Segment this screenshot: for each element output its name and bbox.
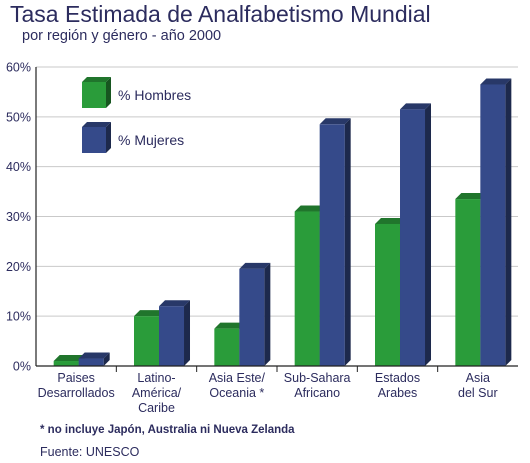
bar-mujeres bbox=[400, 103, 432, 366]
bar-mujeres bbox=[159, 300, 191, 366]
x-tick-label: Latino-América/Caribe bbox=[132, 371, 182, 415]
bar-mujeres bbox=[480, 78, 512, 367]
bar-mujeres bbox=[78, 352, 110, 366]
chart-title: Tasa Estimada de Analfabetismo Mundial bbox=[10, 1, 431, 27]
x-tick-label: Sub-Sahara Africano bbox=[284, 371, 351, 400]
bar-mujeres bbox=[239, 262, 271, 366]
legend-label: % Hombres bbox=[118, 87, 191, 103]
x-tick-label: Estados Arabes bbox=[375, 371, 420, 400]
bar-mujeres bbox=[319, 118, 351, 366]
y-tick-label: 30% bbox=[6, 210, 31, 224]
legend-label: % Mujeres bbox=[118, 132, 184, 148]
grid-lines bbox=[36, 66, 518, 367]
y-tick-label: 20% bbox=[6, 260, 31, 274]
legend-mujeres: % Mujeres bbox=[82, 122, 184, 153]
legend-hombres: % Hombres bbox=[82, 77, 191, 108]
bar-hombres bbox=[134, 310, 166, 366]
footnote: * no incluye Japón, Australia ni Nueva Z… bbox=[40, 424, 295, 436]
y-axis: 0% 10% 20% 30% 40% 50% 60% bbox=[6, 61, 37, 374]
y-tick-label: 0% bbox=[13, 360, 31, 374]
x-tick-label: Asia Este/Oceania * bbox=[209, 371, 266, 400]
x-axis: Paises Desarrollados Latino-América/Caribe… bbox=[36, 365, 518, 415]
bar-chart: 0% 10% 20% 30% 40% 50% 60% Paises Desarrollados… bbox=[6, 61, 518, 415]
y-tick-label: 60% bbox=[6, 61, 31, 75]
legend: % Hombres % Mujeres bbox=[82, 77, 191, 153]
bar-hombres bbox=[375, 217, 407, 366]
x-tick-label: Paises Desarrollados bbox=[38, 371, 115, 400]
x-tick-label: Asia del Sur bbox=[458, 371, 498, 400]
y-tick-label: 40% bbox=[6, 160, 31, 174]
chart-subtitle: por región y género - año 2000 bbox=[22, 28, 222, 44]
bars bbox=[53, 78, 512, 367]
y-tick-label: 50% bbox=[6, 110, 31, 124]
y-tick-label: 10% bbox=[6, 310, 31, 324]
source-note: Fuente: UNESCO bbox=[40, 445, 140, 459]
